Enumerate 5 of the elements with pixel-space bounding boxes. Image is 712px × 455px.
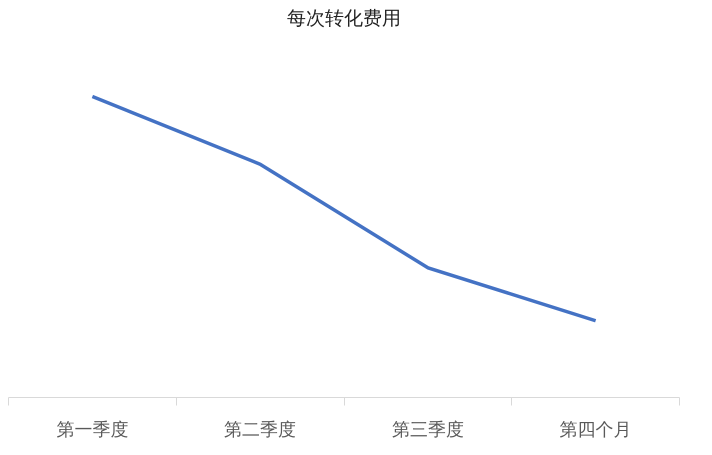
x-tick-label: 第四个月	[560, 420, 632, 440]
x-tick-label: 第二季度	[224, 420, 296, 440]
x-tick-label: 第一季度	[56, 420, 128, 440]
x-tick-label: 第三季度	[392, 420, 464, 440]
chart-title: 每次转化费用	[287, 8, 401, 30]
